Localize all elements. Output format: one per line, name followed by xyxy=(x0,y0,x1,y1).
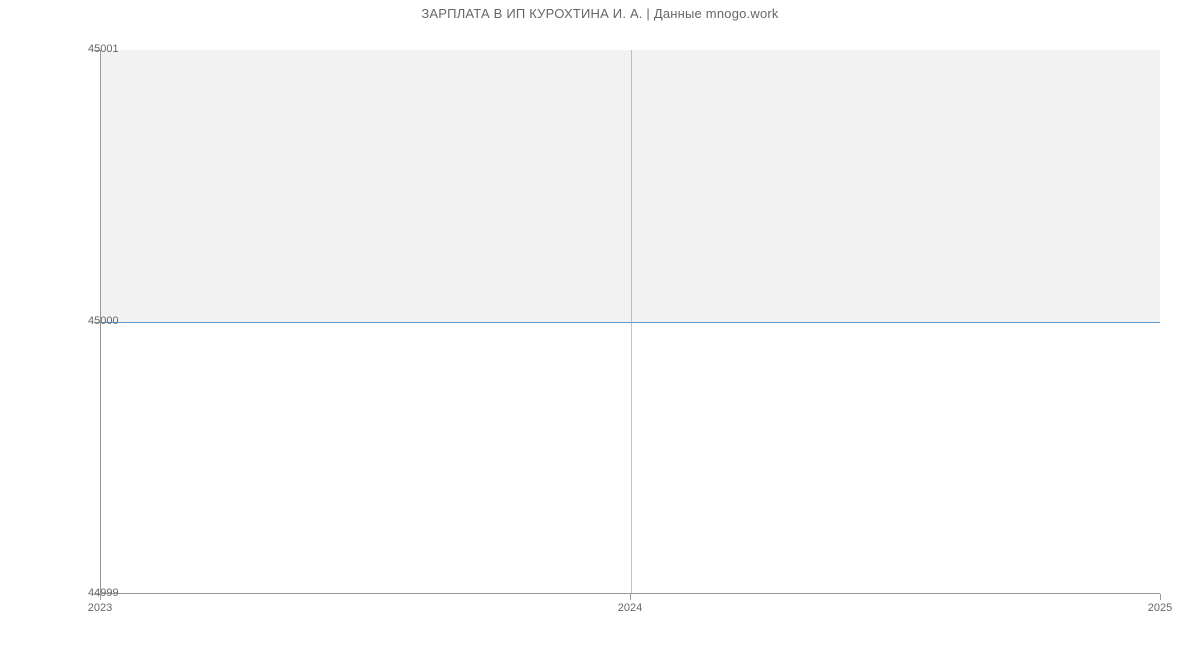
y-tick-label: 44999 xyxy=(88,587,90,599)
salary-chart: ЗАРПЛАТА В ИП КУРОХТИНА И. А. | Данные m… xyxy=(0,0,1200,650)
x-tick-label: 2023 xyxy=(88,602,112,614)
grid-vertical xyxy=(631,50,632,593)
y-tick-label: 45001 xyxy=(88,43,90,55)
plot-area xyxy=(100,50,1160,594)
x-tick-label: 2025 xyxy=(1148,602,1172,614)
chart-title: ЗАРПЛАТА В ИП КУРОХТИНА И. А. | Данные m… xyxy=(0,6,1200,21)
y-tick-label: 45000 xyxy=(88,315,90,327)
x-tick-label: 2024 xyxy=(618,602,642,614)
